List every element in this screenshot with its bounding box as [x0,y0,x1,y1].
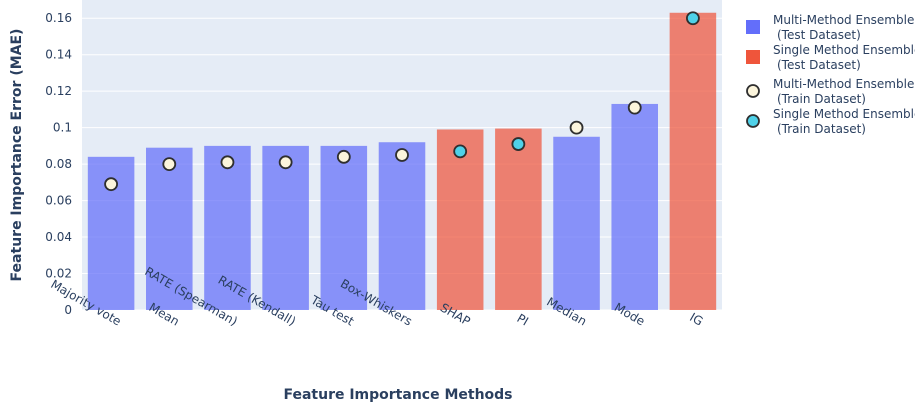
bar-pi [495,128,542,310]
legend-sublabel: (Test Dataset) [777,58,861,72]
bar-mode [611,103,658,310]
x-tick-label: PI [515,311,531,329]
train-points [104,11,700,192]
legend-label: Single Method Ensemble [773,43,915,57]
point-rate-kendall [278,155,293,170]
bar-shap [436,129,484,310]
x-axis-title: Feature Importance Methods [283,387,512,403]
point-tau-test [336,149,351,164]
point-box-whiskers [395,148,409,162]
legend-point-swatch [746,114,760,128]
bar-rate-kendall [262,145,309,310]
legend-sublabel: (Train Dataset) [777,92,866,106]
y-tick-label: 0.06 [45,194,72,208]
bar-ig [669,12,717,310]
y-tick-label: 0.04 [45,230,72,244]
point-mean [162,157,177,172]
y-tick-label: 0.12 [45,84,72,98]
legend-sublabel: (Test Dataset) [777,28,861,42]
legend-label: Multi-Method Ensemble [773,13,914,27]
bars [87,12,717,310]
bar-box-whiskers [378,142,426,310]
legend-point-swatch [746,84,760,98]
y-tick-label: 0.14 [45,48,72,62]
legend-label: Multi-Method Ensemble [773,77,914,91]
point-ig [686,11,700,26]
x-tick-label: IG [687,310,705,329]
y-tick-label: 0.08 [45,157,72,171]
point-mode [627,100,642,115]
bar-rate-spearman [204,145,251,310]
y-tick-label: 0 [64,303,72,317]
point-median [569,120,584,135]
legend-bar-swatch [746,50,760,64]
point-shap [453,144,468,159]
legend-bar-swatch [746,20,760,34]
y-tick-labels: 0 0.02 0.04 0.06 0.08 0.1 0.12 0.14 0.16 [45,11,72,317]
legend: Multi-Method Ensemble(Test Dataset)Singl… [746,13,915,136]
bar-tau-test [320,145,368,310]
legend-sublabel: (Train Dataset) [777,122,866,136]
y-tick-label: 0.02 [45,267,72,281]
point-pi [511,137,526,151]
legend-label: Single Method Ensemble [773,107,915,121]
y-tick-label: 0.16 [45,11,72,25]
point-majority-vote [104,177,118,192]
bar-median [553,136,600,310]
point-rate-spearman [220,155,235,170]
y-tick-label: 0.1 [53,121,72,135]
bar-mean [146,147,193,310]
y-axis-title: Feature Importance Error (MAE) [9,29,25,282]
